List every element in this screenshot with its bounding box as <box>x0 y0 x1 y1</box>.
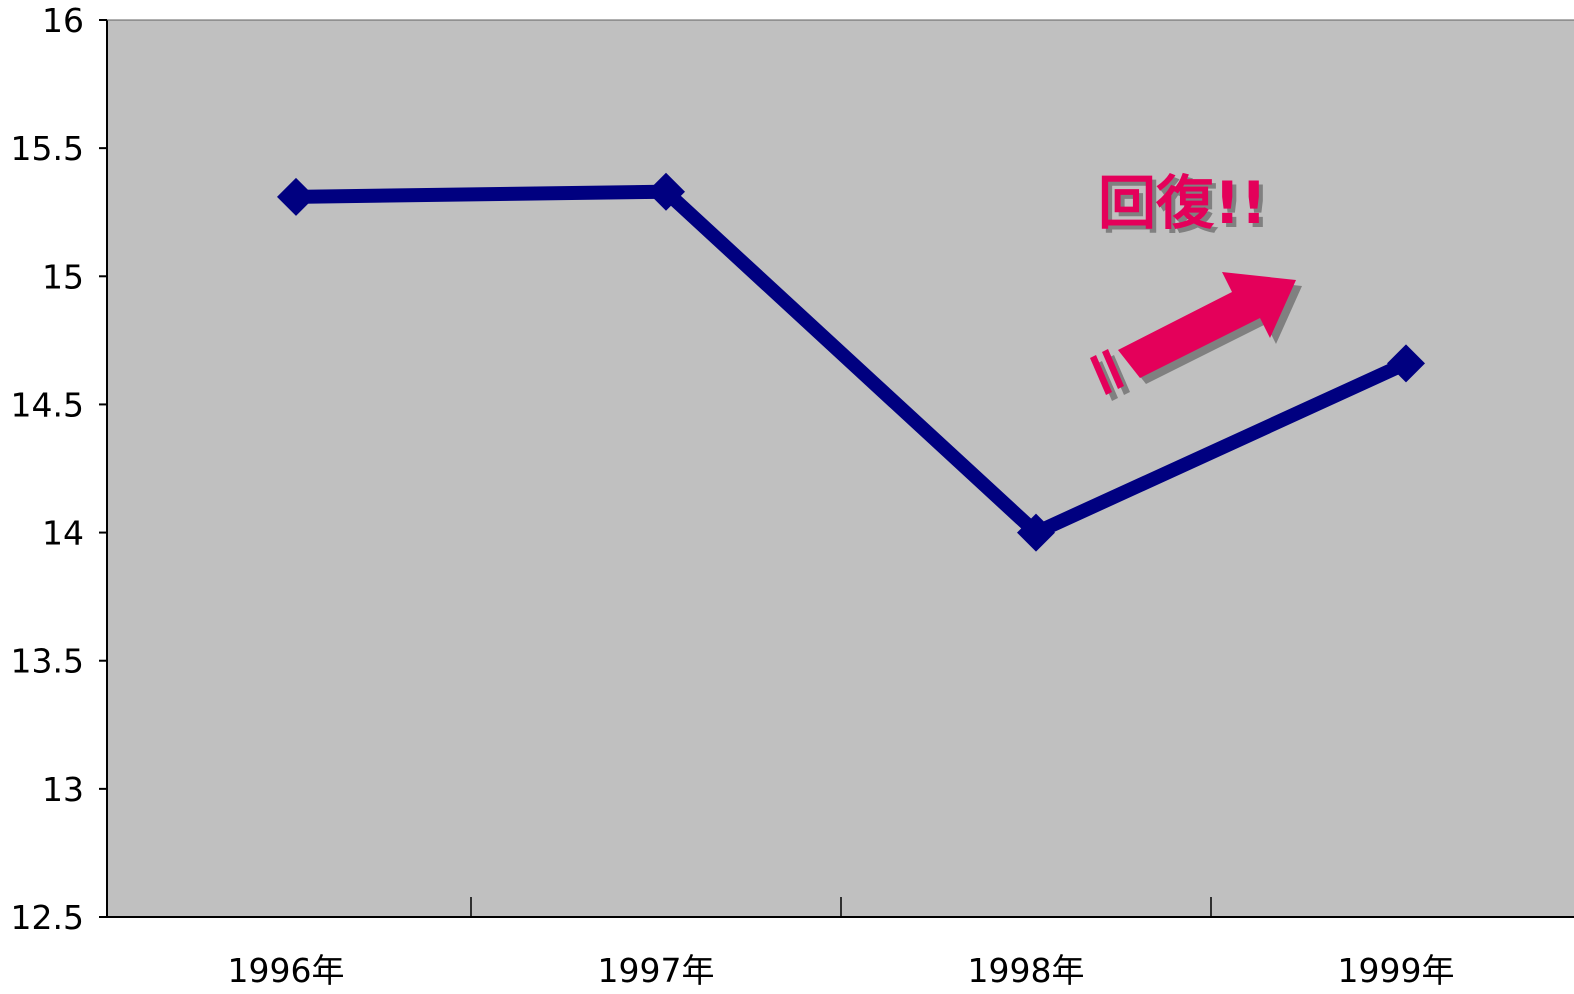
y-tick-label: 15.5 <box>11 129 84 168</box>
y-tick-label: 16 <box>42 1 84 40</box>
y-axis-ticks: 16 15.5 15 14.5 14 13.5 13 12.5 <box>11 1 107 937</box>
y-tick-label: 13 <box>42 770 84 809</box>
annotation-text-shadow: 回復!! <box>1102 173 1271 241</box>
series-line <box>295 184 1409 541</box>
annotation: 回復!! 回復!! <box>1090 169 1302 401</box>
series-layer <box>277 172 1425 552</box>
x-axis-ticks: 1996年 1997年 1998年 1999年 <box>228 897 1455 990</box>
y-tick-label: 14 <box>42 514 84 553</box>
annotation-text: 回復!! <box>1098 169 1267 237</box>
data-point-marker <box>1387 344 1425 383</box>
data-point-marker <box>277 177 315 216</box>
x-tick-label: 1997年 <box>598 951 715 990</box>
x-tick-label: 1996年 <box>228 951 345 990</box>
data-point-marker <box>647 172 685 211</box>
y-tick-label: 13.5 <box>11 642 84 681</box>
plot-area <box>107 20 1574 917</box>
y-tick-label: 12.5 <box>11 898 84 937</box>
x-tick-label: 1999年 <box>1338 951 1455 990</box>
x-tick-label: 1998年 <box>968 951 1085 990</box>
y-tick-label: 15 <box>42 257 84 296</box>
y-tick-label: 14.5 <box>11 385 84 424</box>
data-point-marker <box>1017 513 1055 552</box>
up-right-arrow-icon <box>1090 272 1302 401</box>
